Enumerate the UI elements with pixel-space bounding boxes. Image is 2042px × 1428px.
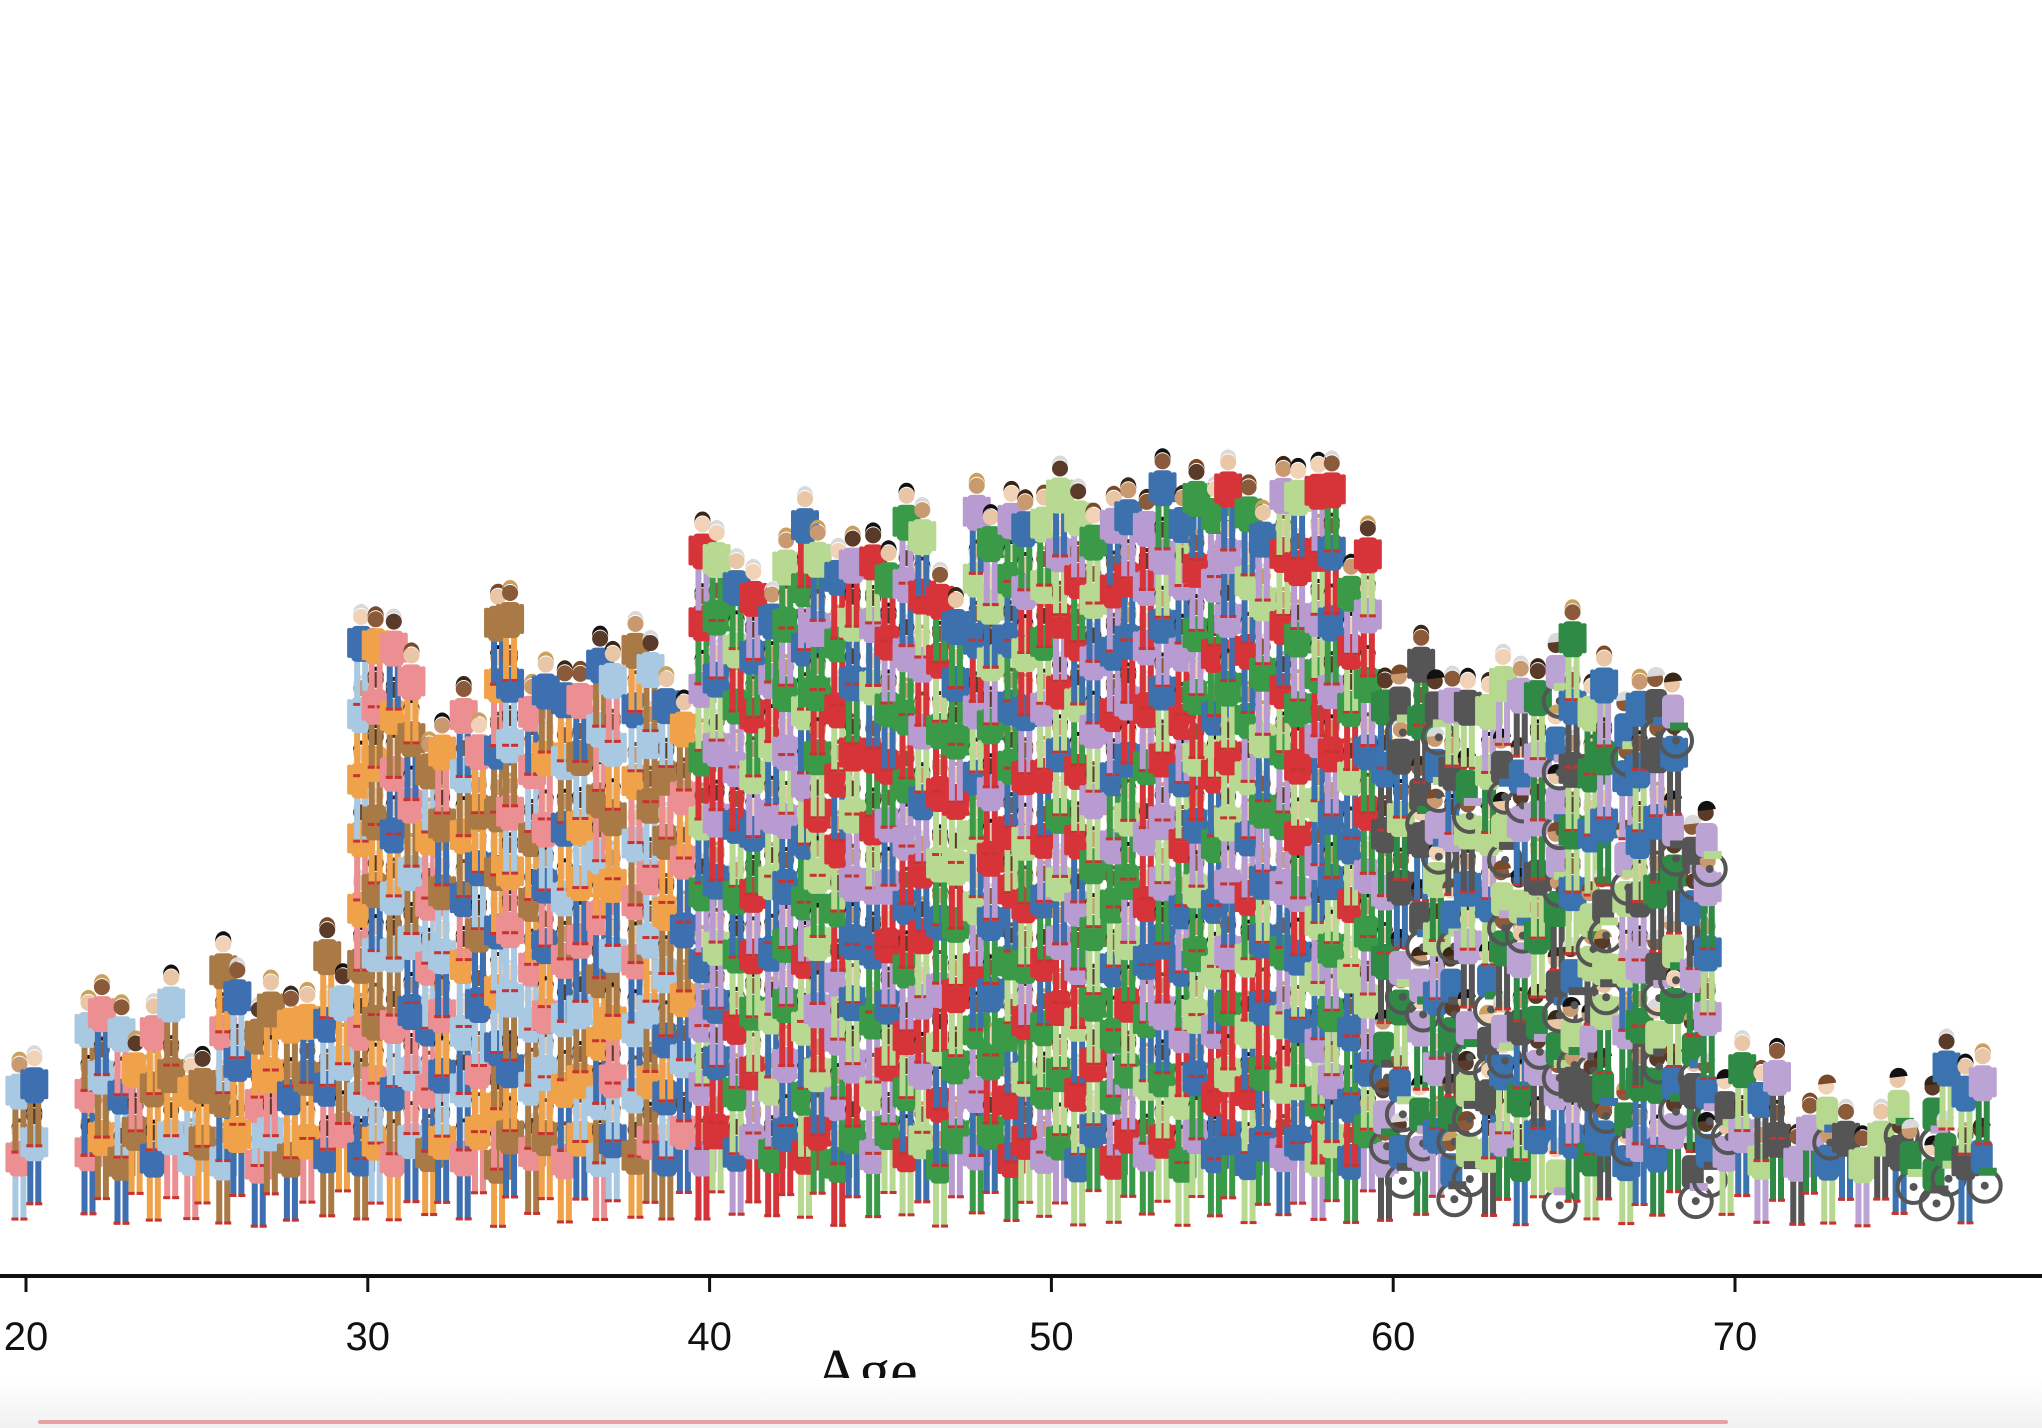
person-figure [908,497,937,600]
person-figure [838,525,867,628]
person-figure [1763,1037,1792,1140]
footer-shade [0,1378,2042,1428]
x-tick-label: 30 [346,1315,391,1359]
person-figure [428,712,457,815]
person-figure [1590,645,1619,748]
person-figure [1558,599,1587,702]
x-axis-ticks: 20 30 40 50 60 70 [4,1276,1758,1359]
person-figure [702,519,731,622]
person-figure [1353,515,1382,618]
person-figure [941,586,970,689]
wheelchair-figure [1883,1067,1920,1154]
person-figure [1968,1043,1997,1146]
wheelchair-figure [1556,937,1593,1024]
person-figure [1848,1125,1877,1228]
accent-underline [38,1420,1728,1424]
wheelchair-figure [1691,800,1728,887]
person-figure [223,957,252,1060]
wheelchair-figure [1384,664,1421,751]
person-figure [1728,1030,1757,1133]
person-figure [1317,450,1346,553]
person-figure [566,660,595,763]
wheelchair-figure [1658,672,1695,759]
x-tick-label: 50 [1029,1315,1074,1359]
person-figure [976,954,1005,1057]
wheelchair-figure [1812,1074,1849,1161]
person-figure [1182,458,1211,561]
person-figure [976,504,1005,607]
person-figure [1148,448,1177,551]
x-tick-label: 70 [1713,1315,1758,1359]
person-figure [223,1094,252,1197]
person-figure [293,981,322,1084]
person-figure [1867,1098,1896,1201]
x-tick-label: 20 [4,1315,49,1359]
x-tick-label: 40 [687,1315,732,1359]
person-figure [1523,658,1552,761]
figure-marks [5,448,2003,1228]
person-figure [157,964,186,1067]
person-figure [1079,502,1108,605]
person-figure [20,1045,49,1148]
x-axis: 20 30 40 50 60 70 [0,1274,2042,1359]
person-figure [397,642,426,745]
person-figure [1284,457,1313,560]
person-figure [941,643,970,746]
person-figure [496,579,525,682]
person-figure [598,640,627,743]
x-tick-label: 60 [1371,1315,1416,1359]
